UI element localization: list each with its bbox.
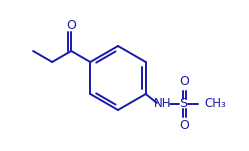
Text: S: S [179,97,187,110]
Text: O: O [179,119,189,132]
Text: CH₃: CH₃ [205,97,227,110]
Text: O: O [179,75,189,88]
Text: O: O [66,19,76,32]
Text: NH: NH [154,97,172,110]
